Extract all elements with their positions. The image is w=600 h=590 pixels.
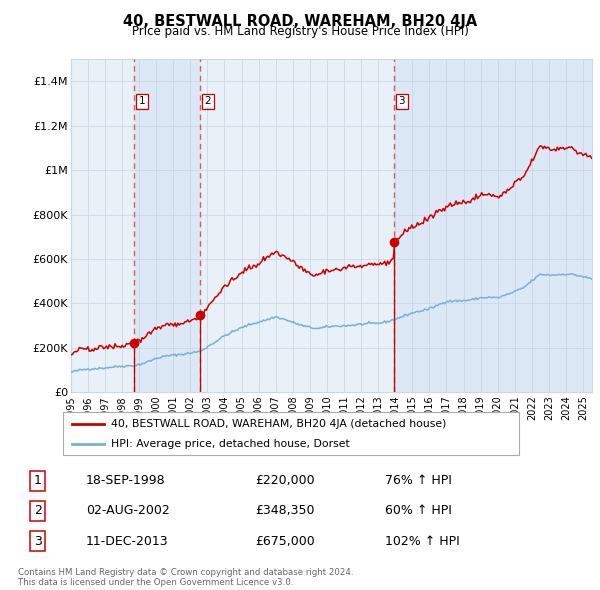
Text: 3: 3 (34, 535, 41, 548)
Text: 40, BESTWALL ROAD, WAREHAM, BH20 4JA: 40, BESTWALL ROAD, WAREHAM, BH20 4JA (123, 14, 477, 28)
Text: £675,000: £675,000 (255, 535, 314, 548)
Bar (394, 59, 592, 392)
Text: £220,000: £220,000 (255, 474, 314, 487)
Text: 60% ↑ HPI: 60% ↑ HPI (385, 504, 451, 517)
Text: 2: 2 (205, 96, 211, 106)
Text: Price paid vs. HM Land Registry's House Price Index (HPI): Price paid vs. HM Land Registry's House … (131, 25, 469, 38)
Text: 02-AUG-2002: 02-AUG-2002 (86, 504, 169, 517)
Text: 76% ↑ HPI: 76% ↑ HPI (385, 474, 451, 487)
Text: 2: 2 (34, 504, 41, 517)
Text: 40, BESTWALL ROAD, WAREHAM, BH20 4JA (detached house): 40, BESTWALL ROAD, WAREHAM, BH20 4JA (de… (111, 419, 446, 430)
Text: 102% ↑ HPI: 102% ↑ HPI (385, 535, 460, 548)
Text: 1: 1 (139, 96, 145, 106)
Bar (71, 59, 592, 392)
Text: HPI: Average price, detached house, Dorset: HPI: Average price, detached house, Dors… (111, 440, 350, 449)
Text: 1: 1 (34, 474, 41, 487)
Bar (134, 59, 200, 392)
Text: 11-DEC-2013: 11-DEC-2013 (86, 535, 169, 548)
Text: Contains HM Land Registry data © Crown copyright and database right 2024.
This d: Contains HM Land Registry data © Crown c… (18, 568, 353, 587)
Text: £348,350: £348,350 (255, 504, 314, 517)
FancyBboxPatch shape (63, 412, 519, 455)
Text: 3: 3 (398, 96, 405, 106)
Text: 18-SEP-1998: 18-SEP-1998 (86, 474, 166, 487)
